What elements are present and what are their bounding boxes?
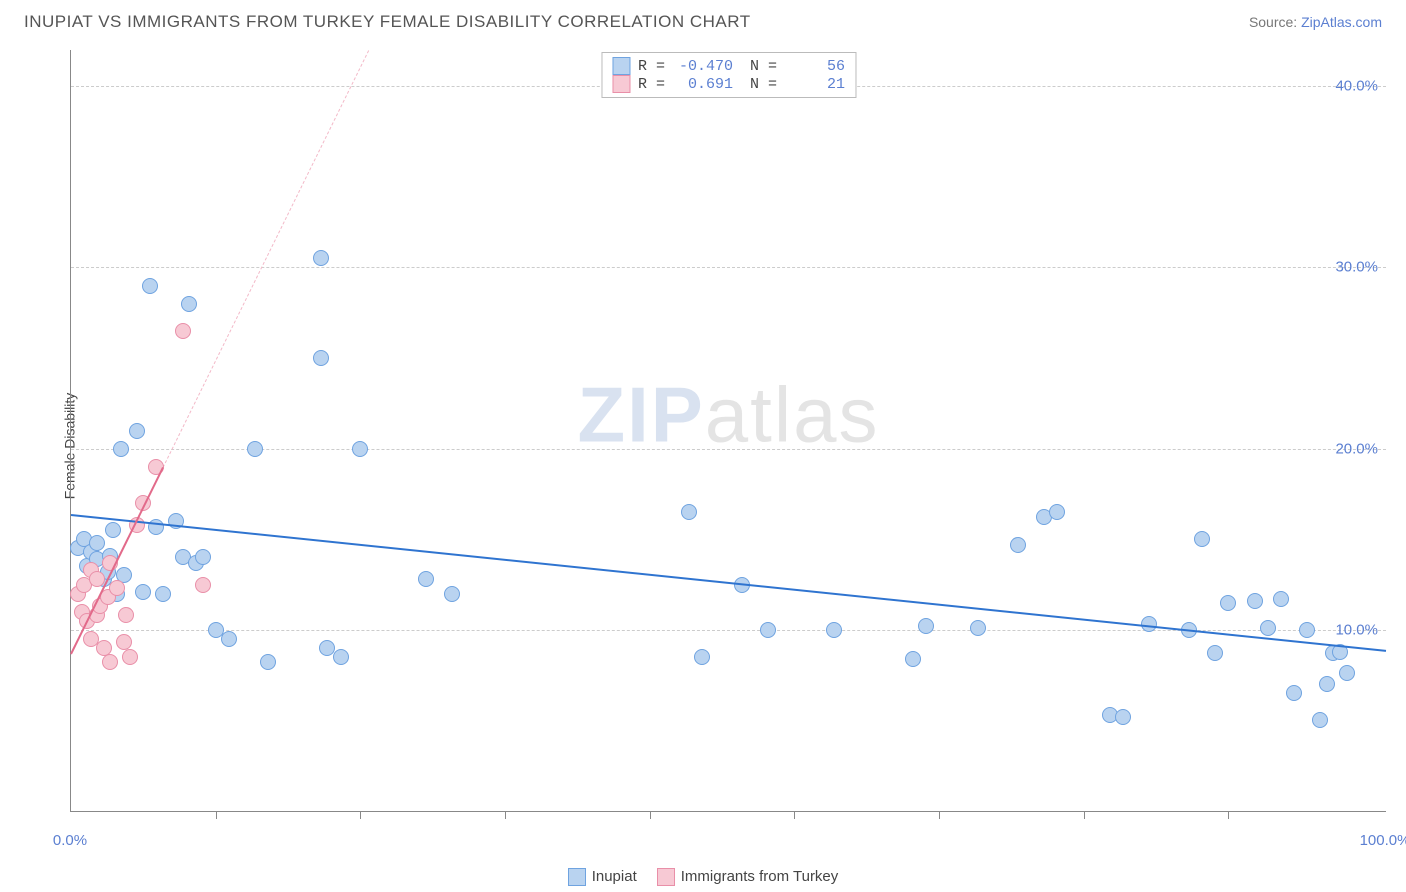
data-point bbox=[113, 441, 129, 457]
data-point bbox=[109, 580, 125, 596]
data-point bbox=[1260, 620, 1276, 636]
data-point bbox=[135, 584, 151, 600]
x-tick bbox=[939, 811, 940, 819]
data-point bbox=[1286, 685, 1302, 701]
gridline bbox=[71, 267, 1386, 268]
data-point bbox=[905, 651, 921, 667]
y-tick-label: 10.0% bbox=[1335, 621, 1378, 638]
x-tick bbox=[505, 811, 506, 819]
data-point bbox=[918, 618, 934, 634]
legend-row-series-1: R = 0.691 N = 21 bbox=[612, 75, 845, 93]
x-tick bbox=[650, 811, 651, 819]
data-point bbox=[313, 350, 329, 366]
data-point bbox=[105, 522, 121, 538]
legend-item-inupiat: Inupiat bbox=[568, 868, 637, 886]
data-point bbox=[89, 535, 105, 551]
data-point bbox=[122, 649, 138, 665]
y-tick-label: 40.0% bbox=[1335, 78, 1378, 95]
data-point bbox=[970, 620, 986, 636]
data-point bbox=[129, 423, 145, 439]
header: INUPIAT VS IMMIGRANTS FROM TURKEY FEMALE… bbox=[0, 0, 1406, 40]
data-point bbox=[694, 649, 710, 665]
data-point bbox=[1049, 504, 1065, 520]
trend-line bbox=[163, 50, 369, 467]
data-point bbox=[1339, 665, 1355, 681]
data-point bbox=[1115, 709, 1131, 725]
legend-swatch bbox=[657, 868, 675, 886]
legend-item-turkey: Immigrants from Turkey bbox=[657, 868, 839, 886]
legend-swatch bbox=[568, 868, 586, 886]
x-tick bbox=[360, 811, 361, 819]
data-point bbox=[1220, 595, 1236, 611]
legend-row-series-0: R = -0.470 N = 56 bbox=[612, 57, 845, 75]
data-point bbox=[221, 631, 237, 647]
legend-swatch bbox=[612, 75, 630, 93]
data-point bbox=[826, 622, 842, 638]
x-tick-label: 100.0% bbox=[1360, 832, 1406, 849]
correlation-legend: R = -0.470 N = 56 R = 0.691 N = 21 bbox=[601, 52, 856, 98]
data-point bbox=[260, 654, 276, 670]
plot-region: ZIPatlas R = -0.470 N = 56 R = 0.691 N =… bbox=[70, 50, 1386, 812]
data-point bbox=[102, 654, 118, 670]
gridline bbox=[71, 449, 1386, 450]
chart-area: Female Disability ZIPatlas R = -0.470 N … bbox=[20, 50, 1386, 842]
y-tick-label: 20.0% bbox=[1335, 440, 1378, 457]
data-point bbox=[681, 504, 697, 520]
chart-title: INUPIAT VS IMMIGRANTS FROM TURKEY FEMALE… bbox=[24, 12, 751, 32]
y-tick-label: 30.0% bbox=[1335, 259, 1378, 276]
series-legend: Inupiat Immigrants from Turkey bbox=[0, 868, 1406, 886]
source-link[interactable]: ZipAtlas.com bbox=[1301, 14, 1382, 30]
x-axis-labels: 0.0%100.0% bbox=[70, 824, 1386, 848]
data-point bbox=[313, 250, 329, 266]
x-tick bbox=[1228, 811, 1229, 819]
data-point bbox=[155, 586, 171, 602]
data-point bbox=[1273, 591, 1289, 607]
data-point bbox=[195, 577, 211, 593]
data-point bbox=[333, 649, 349, 665]
data-point bbox=[760, 622, 776, 638]
data-point bbox=[444, 586, 460, 602]
data-point bbox=[352, 441, 368, 457]
source-attribution: Source: ZipAtlas.com bbox=[1249, 14, 1382, 30]
data-point bbox=[181, 296, 197, 312]
data-point bbox=[148, 519, 164, 535]
legend-swatch bbox=[612, 57, 630, 75]
data-point bbox=[118, 607, 134, 623]
data-point bbox=[1247, 593, 1263, 609]
x-tick bbox=[794, 811, 795, 819]
data-point bbox=[142, 278, 158, 294]
data-point bbox=[1312, 712, 1328, 728]
x-tick bbox=[216, 811, 217, 819]
trend-line bbox=[71, 514, 1386, 652]
data-point bbox=[1299, 622, 1315, 638]
data-point bbox=[1319, 676, 1335, 692]
data-point bbox=[1194, 531, 1210, 547]
data-point bbox=[247, 441, 263, 457]
data-point bbox=[1207, 645, 1223, 661]
data-point bbox=[1010, 537, 1026, 553]
data-point bbox=[175, 323, 191, 339]
data-point bbox=[195, 549, 211, 565]
data-point bbox=[418, 571, 434, 587]
x-tick bbox=[1084, 811, 1085, 819]
x-tick-label: 0.0% bbox=[53, 832, 87, 849]
watermark: ZIPatlas bbox=[577, 370, 879, 461]
